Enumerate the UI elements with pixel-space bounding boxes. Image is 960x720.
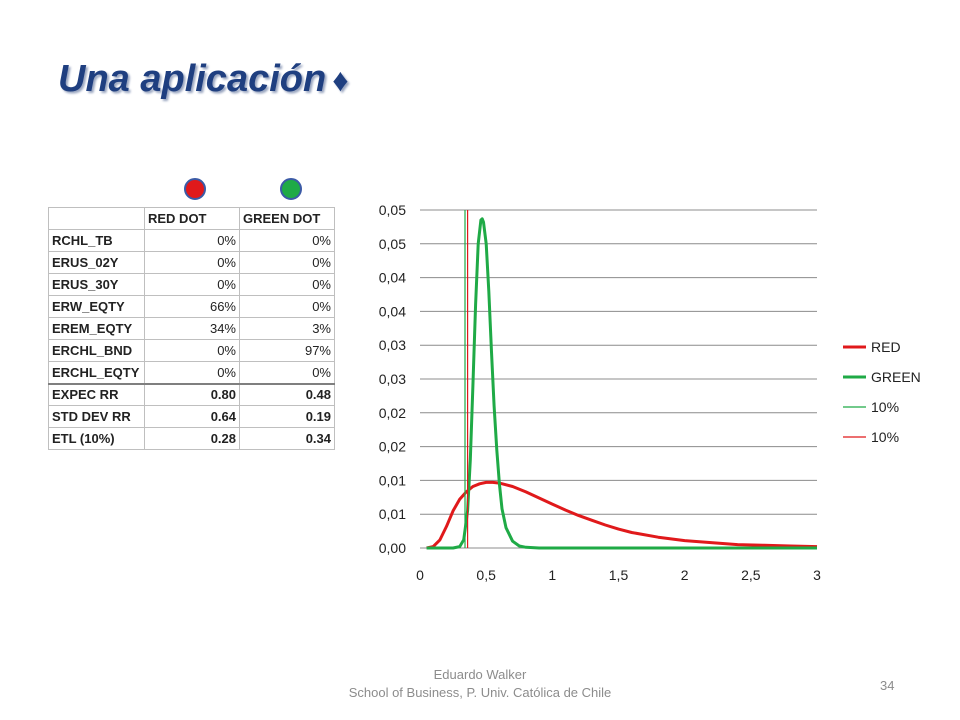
- row-label: RCHL_TB: [48, 229, 145, 252]
- cell-green: 0.34: [239, 427, 335, 450]
- y-tick-label: 0,01: [379, 472, 406, 488]
- x-tick-label: 0: [416, 567, 424, 583]
- row-label: ERCHL_BND: [48, 339, 145, 362]
- x-tick-label: 1: [548, 567, 556, 583]
- slide-title: Una aplicación ♦: [58, 58, 349, 101]
- table-row: ERCHL_EQTY 0% 0%: [48, 361, 335, 384]
- y-tick-label: 0,05: [379, 202, 406, 218]
- diamond-icon: ♦: [332, 62, 349, 98]
- table-row: STD DEV RR 0.64 0.19: [48, 405, 335, 428]
- legend-label: RED: [871, 339, 901, 355]
- y-tick-label: 0,02: [379, 405, 406, 421]
- red-dot-icon: [184, 178, 206, 200]
- y-tick-label: 0,02: [379, 439, 406, 455]
- table-row: ERW_EQTY 66% 0%: [48, 295, 335, 318]
- row-label: ERCHL_EQTY: [48, 361, 145, 384]
- cell-green: 3%: [239, 317, 335, 340]
- cell-green: 0%: [239, 251, 335, 274]
- table-row: RCHL_TB 0% 0%: [48, 229, 335, 252]
- series-line-green: [426, 217, 817, 550]
- green-dot-icon: [280, 178, 302, 200]
- y-tick-label: 0,03: [379, 337, 406, 353]
- footer-affiliation: School of Business, P. Univ. Católica de…: [348, 685, 612, 700]
- x-tick-label: 0,5: [476, 567, 496, 583]
- row-label: EXPEC RR: [48, 382, 145, 406]
- table-row: EXPEC RR 0.80 0.48: [48, 382, 335, 406]
- cell-red: 0.28: [144, 427, 240, 450]
- page-number: 34: [880, 678, 895, 693]
- row-label: ERW_EQTY: [48, 295, 145, 318]
- y-tick-label: 0,04: [379, 270, 406, 286]
- table-header-row: RED DOT GREEN DOT: [48, 207, 335, 230]
- x-tick-label: 1,5: [609, 567, 629, 583]
- y-tick-label: 0,05: [379, 236, 406, 252]
- cell-green: 0%: [239, 295, 335, 318]
- x-tick-label: 2: [681, 567, 689, 583]
- cell-red: 0%: [144, 251, 240, 274]
- x-tick-label: 3: [813, 567, 821, 583]
- series-line-red: [426, 480, 818, 550]
- table-header-cell: RED DOT: [144, 207, 240, 230]
- row-label: ETL (10%): [48, 427, 145, 450]
- row-label: STD DEV RR: [48, 405, 145, 428]
- footer: Eduardo Walker School of Business, P. Un…: [280, 666, 680, 702]
- cell-green: 0.48: [239, 382, 335, 406]
- table-header-cell: GREEN DOT: [239, 207, 335, 230]
- x-tick-label: 2,5: [741, 567, 761, 583]
- legend-label: 10%: [871, 399, 899, 415]
- table-row: EREM_EQTY 34% 3%: [48, 317, 335, 340]
- portfolio-weights-table: RED DOT GREEN DOT RCHL_TB 0% 0% ERUS_02Y 0% 0…: [48, 207, 335, 450]
- y-tick-label: 0,03: [379, 371, 406, 387]
- table-row: ETL (10%) 0.28 0.34: [48, 427, 335, 450]
- legend-label: 10%: [871, 429, 899, 445]
- row-label: EREM_EQTY: [48, 317, 145, 340]
- y-tick-label: 0,04: [379, 303, 406, 319]
- footer-author: Eduardo Walker: [433, 667, 527, 682]
- row-label: ERUS_30Y: [48, 273, 145, 296]
- legend-label: GREEN: [871, 369, 921, 385]
- y-tick-label: 0,01: [379, 506, 406, 522]
- y-tick-label: 0,00: [379, 540, 406, 556]
- slide-title-text: Una aplicación: [58, 58, 327, 100]
